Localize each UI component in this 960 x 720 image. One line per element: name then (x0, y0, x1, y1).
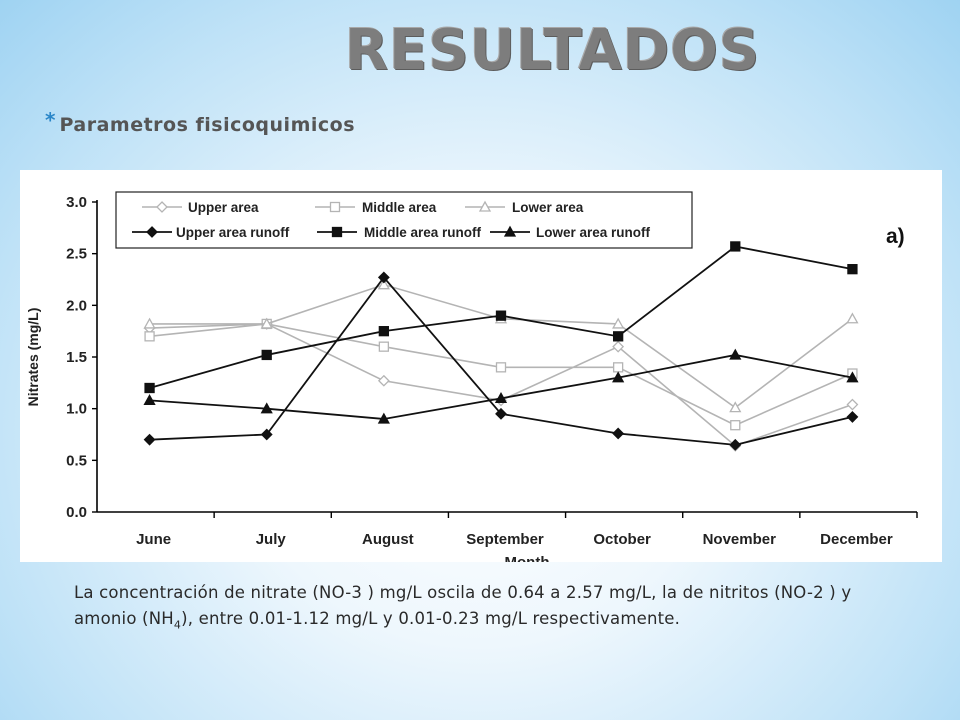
data-point (260, 428, 273, 441)
data-point (495, 310, 507, 321)
data-point (612, 427, 625, 440)
data-point (144, 382, 155, 394)
legend-label: Middle area runoff (364, 225, 482, 240)
data-point (494, 391, 508, 403)
y-tick-label: 0.0 (66, 504, 87, 521)
data-point (378, 326, 390, 337)
data-point (612, 371, 625, 383)
panel-label: a) (886, 225, 905, 248)
legend-label: Upper area (188, 200, 259, 215)
x-axis-title: Month (505, 554, 550, 562)
data-point (260, 402, 273, 414)
legend-label: Middle area (362, 200, 437, 215)
legend-marker (478, 200, 492, 212)
data-point (846, 371, 859, 383)
data-point (143, 394, 156, 406)
data-point (377, 374, 390, 387)
x-tick-label: June (136, 531, 171, 548)
data-point (143, 433, 156, 446)
series-line (149, 283, 853, 409)
legend-item: Middle area (315, 200, 437, 215)
legend-label: Upper area runoff (176, 225, 290, 240)
x-tick-label: December (820, 531, 893, 548)
data-point (261, 349, 272, 361)
nitrates-line-chart: 0.0 0.5 1.0 1.5 2.0 2.5 3.0 June July August Septe… (25, 191, 918, 562)
x-tick-label: September (466, 531, 544, 548)
y-tick-label: 1.0 (66, 401, 87, 418)
slide-title: RESULTADOS (345, 18, 761, 83)
data-point (378, 341, 390, 352)
y-tick-label: 1.5 (66, 349, 87, 366)
data-point (612, 340, 625, 353)
legend-label: Lower area (512, 200, 584, 215)
data-point (729, 348, 742, 360)
legend-marker (156, 201, 168, 213)
data-point (846, 398, 859, 411)
data-point (377, 278, 390, 290)
data-point (143, 317, 156, 329)
data-point (377, 412, 390, 424)
data-point (729, 438, 742, 451)
chart-legend: Upper area Middle area Lower area Upper are… (115, 191, 693, 249)
caption-text: La concentración de nitrate (NO-3 ) mg/L… (74, 580, 914, 638)
data-point (730, 241, 741, 252)
legend-item: Lower area (465, 200, 584, 215)
data-point (377, 271, 390, 284)
series-upper-area-runoff (143, 271, 859, 451)
x-tick-label: October (593, 531, 651, 548)
y-tick-label: 2.5 (66, 246, 87, 263)
y-tick-label: 3.0 (66, 194, 87, 211)
subtitle-row: * Parametros fisicoquimicos (45, 110, 355, 140)
data-point (612, 331, 624, 342)
data-point (495, 407, 507, 420)
data-point (612, 362, 624, 373)
data-point (846, 312, 859, 324)
y-tick-label: 0.5 (66, 452, 87, 469)
series-line (149, 323, 853, 447)
legend-label: Lower area runoff (536, 225, 651, 240)
data-point (144, 331, 155, 342)
data-point (730, 420, 741, 431)
x-tick-label: November (703, 531, 777, 548)
data-point (612, 317, 625, 329)
series-upper-area (143, 318, 859, 452)
series-middle-area-runoff (144, 241, 858, 394)
data-point (495, 362, 507, 373)
legend-item: Lower area runoff (490, 225, 651, 240)
data-point (847, 264, 858, 275)
chart-axes: 0.0 0.5 1.0 1.5 2.0 2.5 3.0 June July August Septe… (25, 194, 918, 562)
data-point (846, 411, 859, 423)
legend-box (115, 191, 693, 249)
chart-panel: 0.0 0.5 1.0 1.5 2.0 2.5 3.0 June July August Septe… (20, 170, 942, 562)
y-tick-label: 2.0 (66, 297, 87, 314)
data-point (729, 401, 742, 413)
legend-marker (503, 225, 517, 237)
data-point (260, 317, 273, 329)
legend-item: Upper area runoff (132, 225, 290, 240)
legend-marker (331, 226, 343, 238)
x-tick-label: July (256, 531, 287, 548)
series-lower-area (143, 278, 859, 413)
caption-subscript: 4 (173, 618, 182, 632)
subtitle: Parametros fisicoquimicos (59, 114, 356, 136)
legend-marker (329, 201, 341, 213)
x-tick-label: August (362, 531, 414, 548)
y-axis-title: Nitrates (mg/L) (25, 308, 41, 407)
caption-part2: ), entre 0.01-1.12 mg/L y 0.01-0.23 mg/L… (181, 609, 681, 628)
chart-series (143, 241, 859, 452)
legend-item: Upper area (142, 200, 259, 215)
caption-part1: La concentración de nitrate (NO-3 ) mg/L… (74, 583, 852, 628)
legend-item: Middle area runoff (317, 225, 482, 240)
legend-marker (146, 226, 158, 238)
bullet-star-icon: * (45, 108, 56, 132)
series-lower-area-runoff (143, 348, 859, 424)
